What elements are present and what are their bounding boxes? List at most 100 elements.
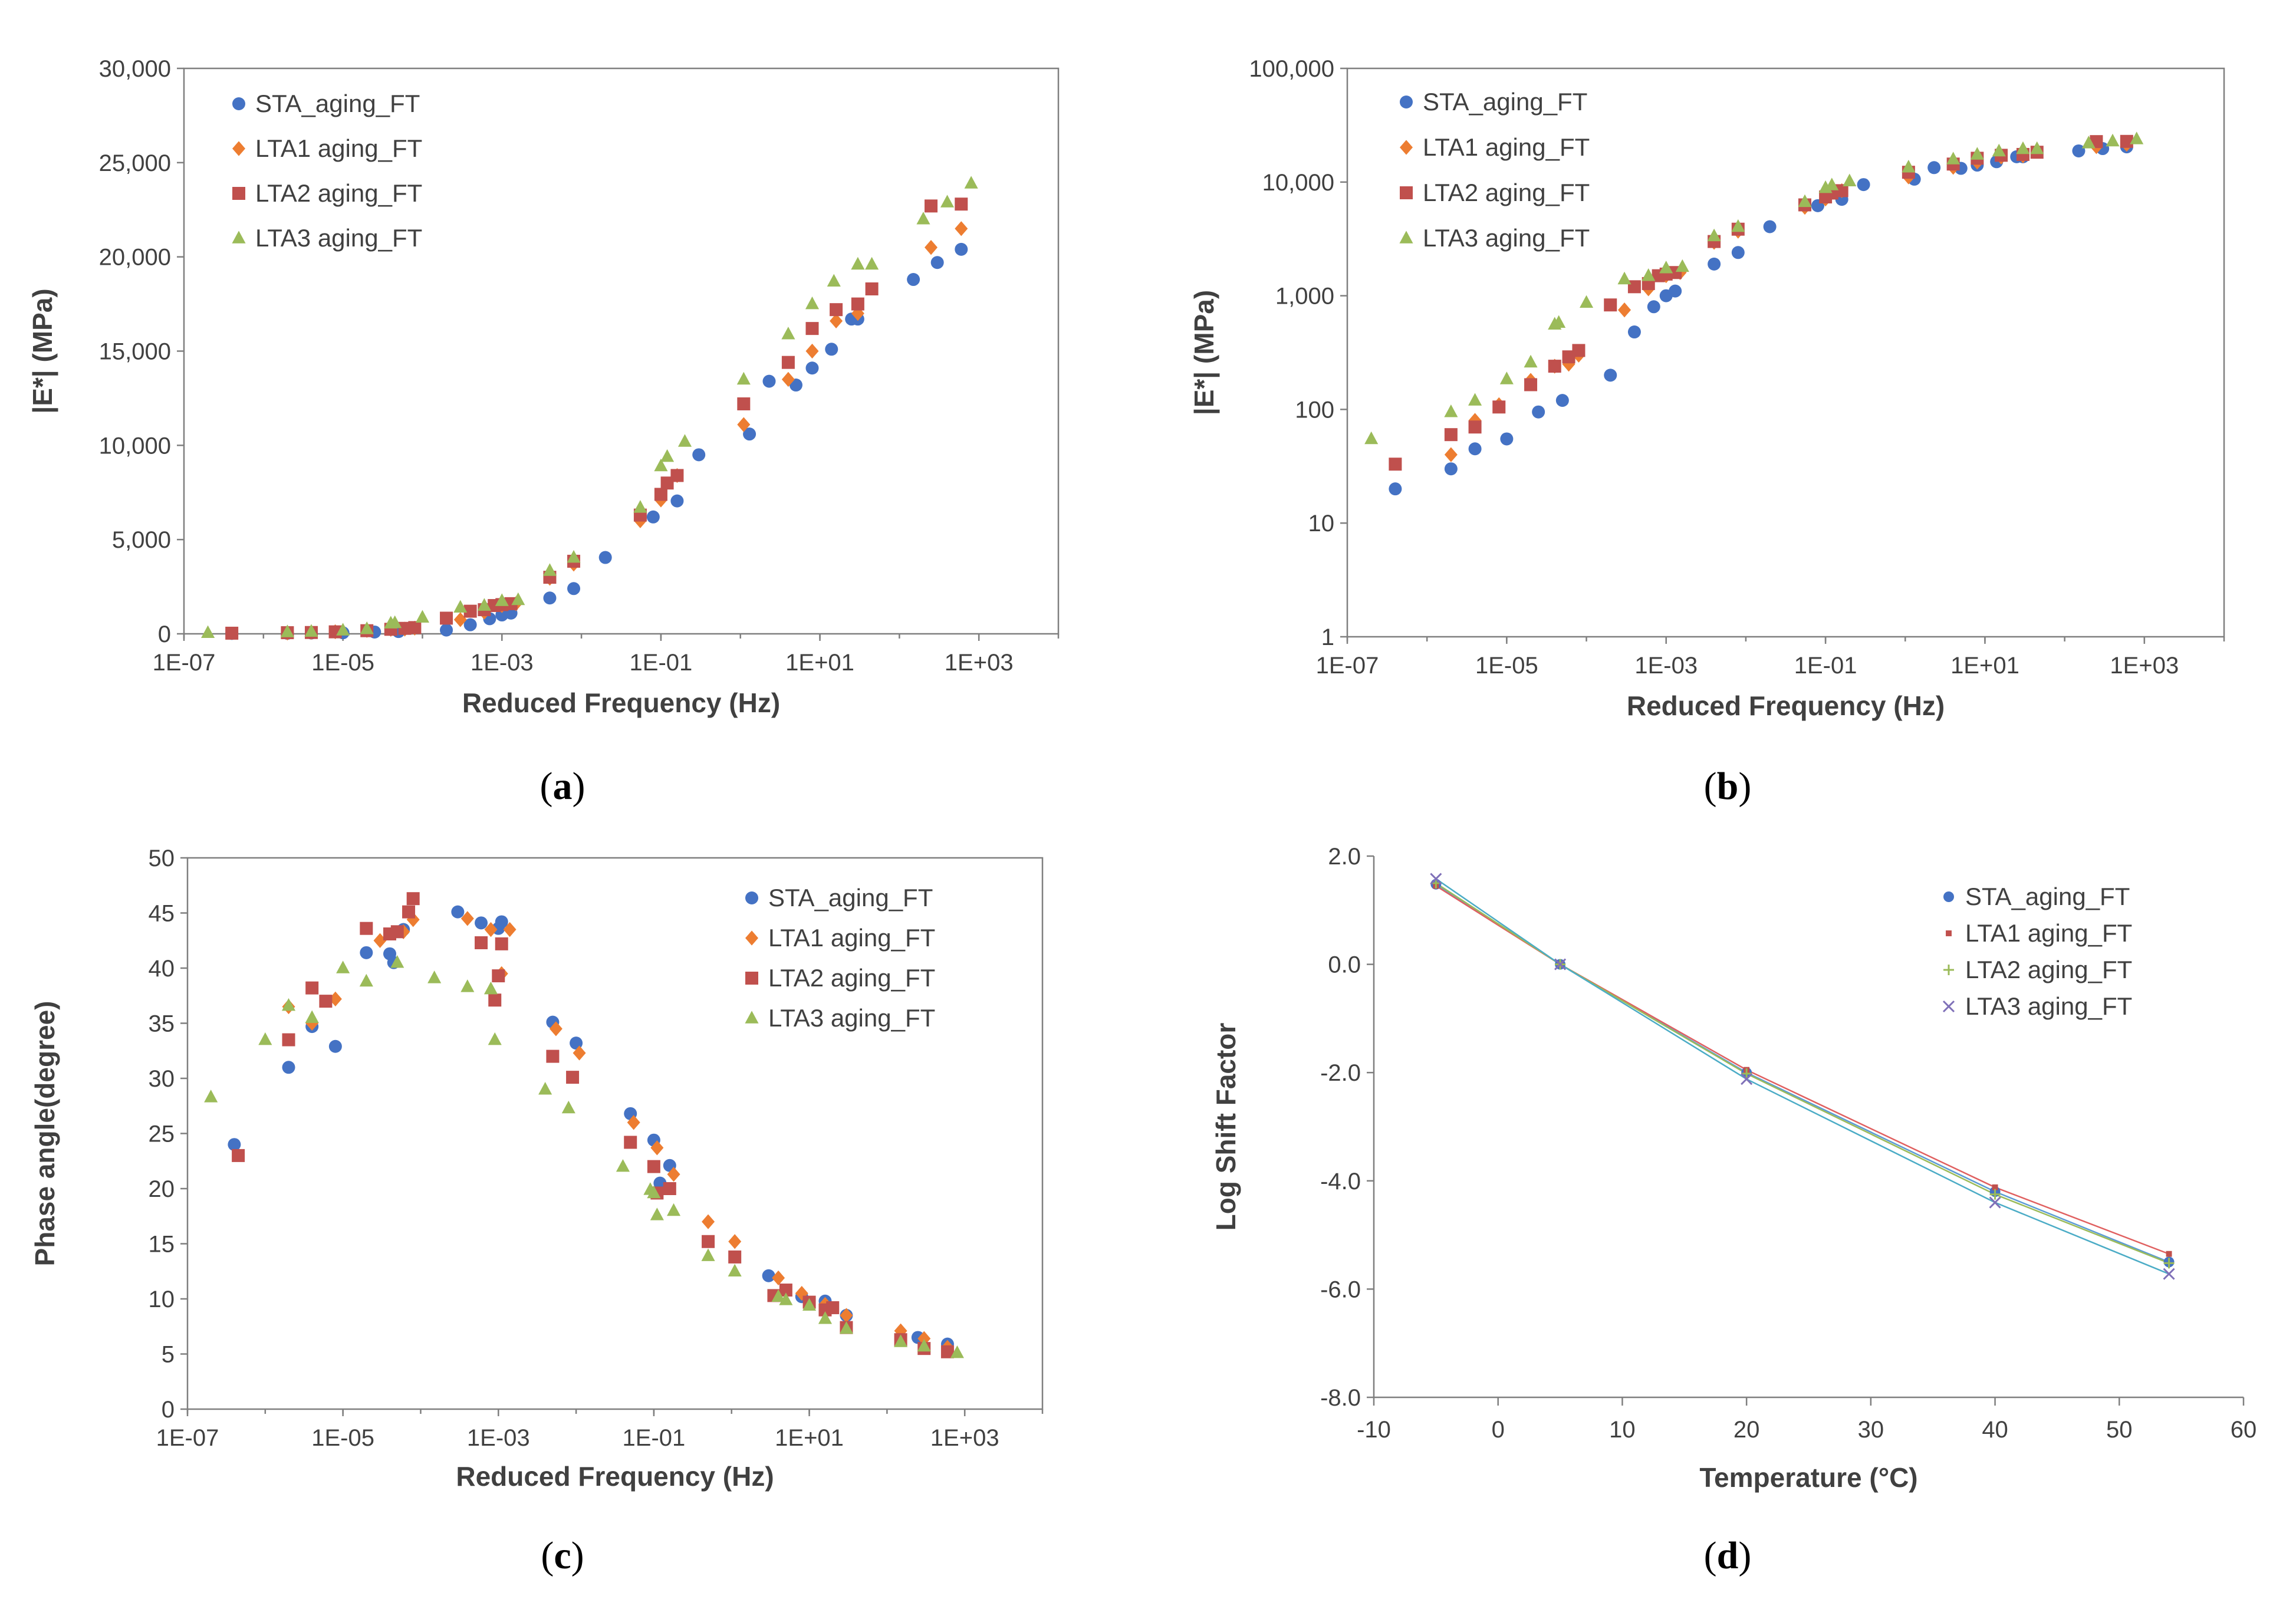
legend-marker bbox=[232, 187, 245, 200]
legend-label: LTA2 aging_FT bbox=[768, 964, 935, 992]
data-point bbox=[1555, 394, 1569, 407]
data-point bbox=[451, 905, 465, 919]
data-point bbox=[728, 1263, 742, 1277]
y-tick-label: 50 bbox=[149, 845, 175, 871]
data-point bbox=[781, 371, 795, 387]
legend: STA_aging_FT LTA1 aging_FT LTA2 aging_FT LT… bbox=[1942, 883, 2132, 1020]
data-point bbox=[646, 510, 660, 524]
data-point bbox=[328, 1039, 342, 1053]
data-point bbox=[762, 374, 776, 388]
data-point bbox=[1492, 400, 1506, 414]
y-tick-label: -4.0 bbox=[1320, 1169, 1361, 1195]
data-point bbox=[282, 1033, 295, 1047]
data-point bbox=[402, 905, 416, 919]
data-point bbox=[616, 1159, 630, 1172]
data-point bbox=[1843, 173, 1857, 186]
data-point bbox=[1675, 259, 1689, 272]
data-point bbox=[663, 1182, 676, 1195]
data-point bbox=[1946, 152, 1961, 164]
y-tick-label: 15 bbox=[149, 1232, 175, 1258]
y-tick-label: 35 bbox=[149, 1011, 175, 1037]
data-point bbox=[654, 458, 668, 472]
data-point bbox=[1989, 1196, 2001, 1209]
data-point bbox=[851, 297, 864, 311]
data-point bbox=[1444, 462, 1458, 476]
y-tick-label: 10,000 bbox=[99, 433, 171, 459]
data-point bbox=[736, 371, 751, 385]
data-point bbox=[1902, 160, 1916, 173]
data-point bbox=[779, 1292, 793, 1305]
data-point bbox=[802, 1298, 817, 1311]
data-point bbox=[1562, 350, 1575, 364]
x-tick-label: 1E-07 bbox=[1316, 653, 1379, 679]
data-point bbox=[1627, 325, 1641, 339]
data-point bbox=[2163, 1268, 2175, 1280]
data-point bbox=[701, 1248, 715, 1261]
data-point bbox=[940, 1345, 954, 1358]
y-tick-label: 45 bbox=[149, 901, 175, 927]
data-point bbox=[1364, 431, 1379, 445]
data-point bbox=[319, 995, 333, 1008]
y-tick-label: 25 bbox=[149, 1121, 175, 1147]
plot-area-border bbox=[1346, 67, 2225, 638]
x-axis-title: Temperature (°C) bbox=[1699, 1462, 1917, 1493]
data-point bbox=[917, 1338, 931, 1352]
data-point bbox=[538, 1082, 552, 1095]
legend: STA_aging_FT LTA1 aging_FT LTA2 aging_FT LT… bbox=[1399, 88, 1590, 252]
data-point bbox=[1444, 428, 1458, 442]
data-point bbox=[453, 600, 468, 613]
series-LTA3 aging_FT bbox=[204, 955, 964, 1358]
data-point bbox=[495, 937, 508, 950]
data-point bbox=[359, 973, 373, 987]
data-point bbox=[549, 1021, 563, 1037]
data-point bbox=[415, 610, 430, 623]
legend-label: STA_aging_FT bbox=[255, 90, 420, 117]
legend-label: LTA1 aging_FT bbox=[1423, 133, 1590, 161]
data-point bbox=[2120, 134, 2133, 148]
data-point bbox=[304, 624, 318, 637]
y-tick-label: 0 bbox=[162, 1397, 175, 1423]
data-point bbox=[826, 1301, 840, 1314]
x-tick-label: 20 bbox=[1733, 1417, 1760, 1443]
series-LTA3 aging_FT bbox=[1364, 131, 2144, 445]
x-tick-label: 1E-03 bbox=[471, 650, 534, 676]
data-point bbox=[1468, 442, 1482, 456]
x-tick-label: 10 bbox=[1609, 1417, 1636, 1443]
data-point bbox=[667, 1203, 681, 1216]
data-point bbox=[305, 981, 319, 995]
legend-label: LTA1 aging_FT bbox=[255, 134, 422, 162]
data-point bbox=[1970, 147, 1984, 160]
y-tick-label: 20,000 bbox=[99, 245, 171, 271]
x-tick-label: 1E-07 bbox=[153, 650, 216, 676]
legend-label: LTA3 aging_FT bbox=[255, 224, 422, 252]
data-point bbox=[1647, 300, 1660, 314]
data-point bbox=[336, 623, 350, 636]
data-point bbox=[2163, 1258, 2175, 1269]
data-point bbox=[624, 1136, 637, 1149]
data-point bbox=[2072, 144, 2086, 157]
y-tick-label: 25,000 bbox=[99, 150, 171, 176]
y-tick-label: 1 bbox=[1321, 624, 1334, 650]
data-point bbox=[280, 624, 294, 637]
data-point bbox=[1532, 405, 1545, 419]
data-point bbox=[1444, 447, 1458, 462]
legend: STA_aging_FT LTA1 aging_FT LTA2 aging_FT LT… bbox=[232, 90, 422, 252]
data-point bbox=[955, 242, 968, 256]
data-point bbox=[1468, 420, 1482, 434]
data-point bbox=[762, 1269, 775, 1282]
data-point bbox=[789, 379, 802, 392]
legend-marker bbox=[232, 97, 245, 110]
data-point bbox=[677, 434, 692, 447]
data-point bbox=[660, 449, 675, 462]
data-point bbox=[940, 195, 955, 208]
y-tick-label: -2.0 bbox=[1320, 1060, 1361, 1086]
data-point bbox=[851, 256, 865, 270]
legend-marker bbox=[1400, 96, 1413, 108]
data-point bbox=[561, 1100, 575, 1114]
data-point bbox=[737, 397, 751, 411]
legend-marker bbox=[1943, 891, 1954, 902]
data-point bbox=[795, 1286, 808, 1301]
data-point bbox=[692, 448, 706, 462]
data-point bbox=[1741, 1073, 1753, 1085]
data-point bbox=[427, 970, 442, 983]
